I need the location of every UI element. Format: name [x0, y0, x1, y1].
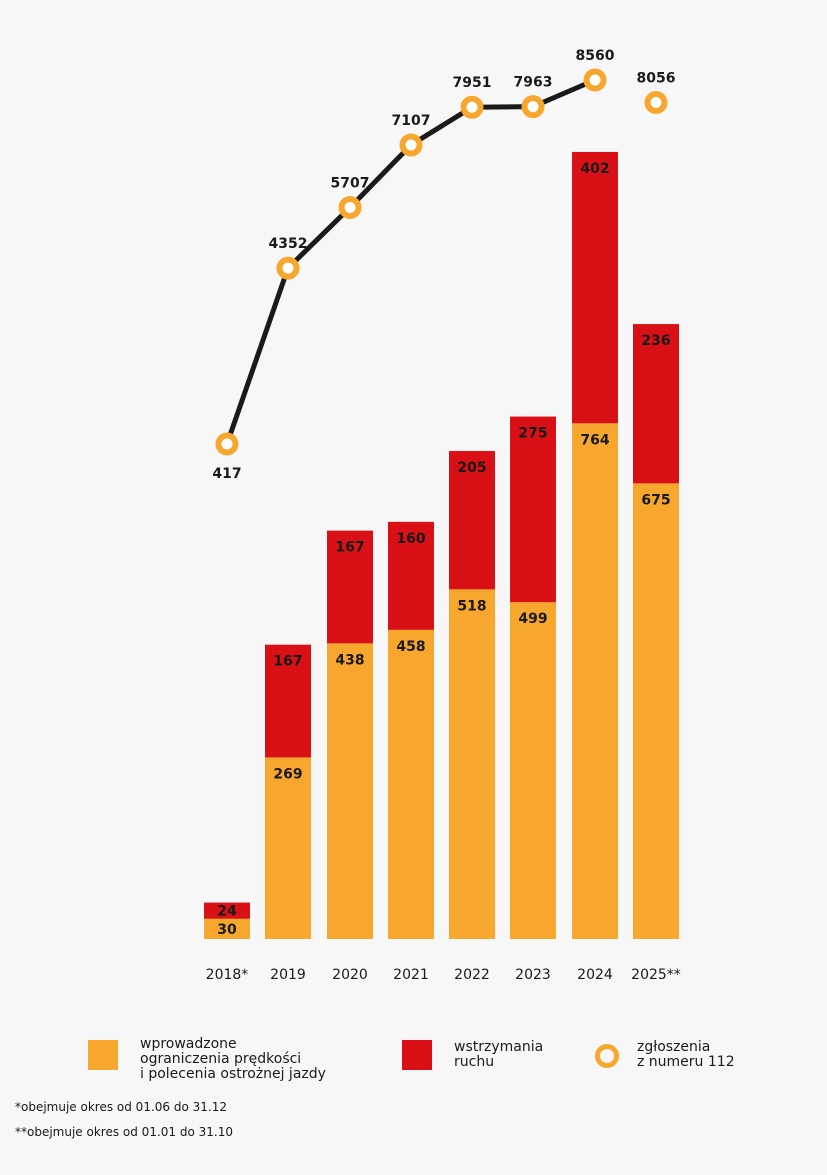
- line-label: 4352: [269, 236, 308, 252]
- x-tick-label: 2021: [393, 967, 429, 983]
- line-point: [215, 432, 239, 456]
- bar-orange: [449, 589, 495, 939]
- legend-item-traffic-stops: wstrzymania ruchu: [402, 1037, 543, 1070]
- line-point: [399, 133, 423, 157]
- bar-red: [388, 521, 434, 630]
- footnote-2025: **obejmuje okres od 01.01 do 31.10: [15, 1125, 233, 1139]
- bar-label-red: 402: [580, 161, 609, 177]
- bar-label-orange: 499: [518, 611, 547, 627]
- legend-label: wstrzymania ruchu: [454, 1039, 544, 1070]
- bar-orange: [265, 757, 311, 939]
- bar-red: [449, 450, 495, 590]
- bar-label-red: 236: [641, 333, 670, 349]
- bar-red: [265, 644, 311, 758]
- bar-label-orange: 675: [641, 492, 670, 508]
- line-label: 7107: [392, 113, 431, 129]
- bar-label-orange: 269: [273, 766, 302, 782]
- legend-swatch-orange: [88, 1040, 118, 1070]
- bar-label-red: 275: [518, 426, 547, 442]
- chart: 30 24 2018* 269 167 2019 438 167 2020 458 160 2021 5…: [204, 48, 681, 983]
- line-point: [276, 256, 300, 280]
- legend-ring-icon: [595, 1044, 619, 1068]
- bar-orange: [204, 918, 250, 939]
- line-label: 8560: [576, 48, 615, 64]
- bar-orange: [633, 483, 679, 939]
- bar-label-orange: 764: [580, 432, 609, 448]
- bar-label-red: 167: [273, 654, 302, 670]
- bar-orange: [388, 629, 434, 939]
- legend-label: wprowadzone ograniczenia prędkości i pol…: [140, 1036, 326, 1082]
- bar-label-red: 160: [396, 531, 425, 547]
- line-label: 7963: [514, 75, 553, 91]
- line-point: [644, 91, 668, 115]
- legend-item-112-calls: zgłoszenia z numeru 112: [595, 1037, 735, 1070]
- bar-red: [572, 151, 618, 424]
- line-point: [583, 68, 607, 92]
- bar-label-orange: 458: [396, 639, 425, 655]
- line-point: [338, 196, 362, 220]
- line-label: 417: [212, 466, 241, 482]
- bar-orange: [510, 602, 556, 939]
- legend-swatch-red: [402, 1040, 432, 1070]
- legend-label: zgłoszenia z numeru 112: [637, 1039, 735, 1070]
- bar-red: [204, 902, 250, 919]
- x-tick-label: 2022: [454, 967, 490, 983]
- bar-label-red: 167: [335, 540, 364, 556]
- x-tick-label: 2020: [332, 967, 368, 983]
- bar-orange: [572, 423, 618, 939]
- line-label: 5707: [331, 176, 370, 192]
- bar-red: [633, 324, 679, 484]
- x-tick-label: 2019: [270, 967, 306, 983]
- bar-label-red: 24: [217, 904, 237, 920]
- x-tick-label: 2018*: [206, 967, 249, 983]
- x-tick-label: 2024: [577, 967, 613, 983]
- bar-label-orange: 438: [335, 652, 364, 668]
- footnote-2018: *obejmuje okres od 01.06 do 31.12: [15, 1100, 227, 1114]
- bar-label-orange: 30: [217, 922, 237, 938]
- bar-label-orange: 518: [457, 598, 486, 614]
- line-point: [460, 95, 484, 119]
- line-label: 8056: [637, 71, 676, 87]
- x-tick-label: 2025**: [631, 967, 681, 983]
- line-label: 7951: [453, 75, 492, 91]
- bar-red: [327, 530, 373, 644]
- line-point: [521, 95, 545, 119]
- bar-red: [510, 416, 556, 603]
- legend-item-speed-limits: wprowadzone ograniczenia prędkości i pol…: [88, 1037, 326, 1082]
- bar-label-red: 205: [457, 460, 486, 476]
- x-tick-label: 2023: [515, 967, 551, 983]
- bar-orange: [327, 643, 373, 939]
